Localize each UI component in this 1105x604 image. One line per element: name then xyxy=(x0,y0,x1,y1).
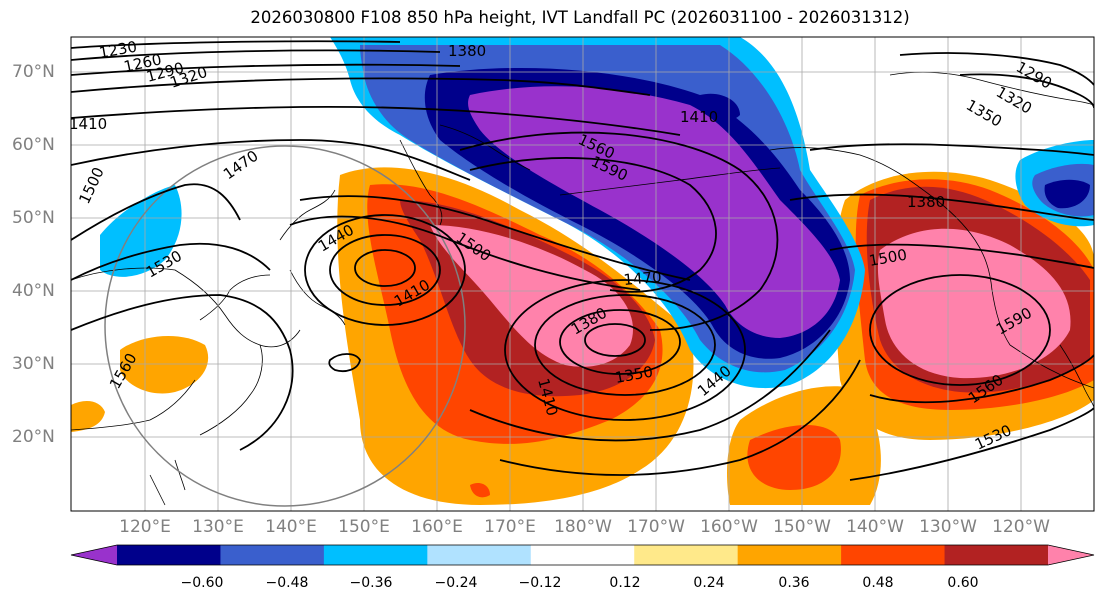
colorbar-cell xyxy=(737,545,842,565)
lat-label-40n: 40°N xyxy=(12,281,55,301)
lon-label-120w: 120°W xyxy=(992,517,1050,537)
gridlines xyxy=(71,37,1094,511)
contour-label-1410c: 1410 xyxy=(680,108,718,126)
colorbar-cell xyxy=(634,545,739,565)
lon-label-140e: 140°E xyxy=(265,517,317,537)
colorbar-cell xyxy=(427,545,532,565)
height-contours xyxy=(71,40,1094,481)
coastlines xyxy=(71,71,1094,506)
colorbar-tick-label: −0.36 xyxy=(349,575,393,591)
map-frame xyxy=(70,36,1095,512)
colorbar-max-extension xyxy=(1048,545,1094,565)
colorbar-tick-label: 0.36 xyxy=(778,575,810,591)
colorbar-cell xyxy=(323,545,428,565)
lon-label-130w: 130°W xyxy=(919,517,977,537)
lon-label-180w: 180°W xyxy=(554,517,612,537)
contour-label-1380c: 1380 xyxy=(907,193,945,211)
colorbar-tick-label: 0.12 xyxy=(609,575,641,591)
colorbar-tick-label: 0.60 xyxy=(947,575,979,591)
colorbar-min-extension xyxy=(71,545,117,565)
contour-label-1470b: 1470 xyxy=(623,268,663,289)
lon-label-150e: 150°E xyxy=(338,517,390,537)
colorbar-tick-label: −0.60 xyxy=(180,575,224,591)
lon-label-170w: 170°W xyxy=(627,517,685,537)
lat-label-60n: 60°N xyxy=(12,135,55,155)
map-title: 2026030800 F108 850 hPa height, IVT Land… xyxy=(250,8,910,27)
ivt-positive-shading xyxy=(71,167,1094,506)
lon-label-120e: 120°E xyxy=(119,517,171,537)
lon-label-160w: 160°W xyxy=(700,517,758,537)
colorbar-tick-label: −0.12 xyxy=(518,575,562,591)
lon-label-130e: 130°E xyxy=(192,517,244,537)
colorbar xyxy=(70,544,1095,566)
lon-label-160e: 160°E xyxy=(411,517,463,537)
colorbar-cell xyxy=(220,545,325,565)
colorbar-tick-label: −0.48 xyxy=(265,575,309,591)
contour-label-1410: 1410 xyxy=(69,115,107,133)
lat-label-70n: 70°N xyxy=(12,62,55,82)
lon-label-150w: 150°W xyxy=(773,517,831,537)
lon-label-170e: 170°E xyxy=(484,517,536,537)
contour-label-1380: 1380 xyxy=(448,42,486,60)
colorbar-tick-label: −0.24 xyxy=(434,575,478,591)
colorbar-cell xyxy=(841,545,946,565)
lon-label-140w: 140°W xyxy=(846,517,904,537)
lat-label-50n: 50°N xyxy=(12,208,55,228)
colorbar-tick-label: 0.48 xyxy=(862,575,894,591)
colorbar-tick-label: 0.24 xyxy=(693,575,725,591)
lat-label-30n: 30°N xyxy=(12,354,55,374)
lat-label-20n: 20°N xyxy=(12,427,55,447)
ivt-negative-shading xyxy=(100,37,1094,389)
colorbar-cell xyxy=(944,545,1049,565)
colorbar-cells xyxy=(117,545,1049,565)
map-area: 1230 1260 1290 1320 1380 1410 1470 1500 … xyxy=(69,37,1094,511)
landfall-region-circle xyxy=(104,145,466,507)
colorbar-cell xyxy=(530,545,635,565)
colorbar-cell xyxy=(117,545,221,565)
